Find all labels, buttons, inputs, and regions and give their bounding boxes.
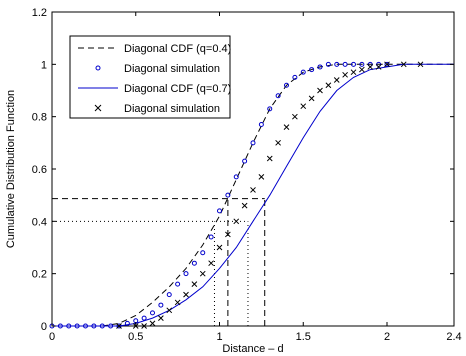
series-point-circle	[191, 260, 197, 266]
legend: Diagonal CDF (q=0.4) Diagonal simulation…	[69, 35, 231, 119]
legend-label-sim-circle: Diagonal simulation	[124, 63, 220, 75]
series-point-x	[283, 124, 290, 130]
x-tick-label: 1.5	[296, 331, 311, 343]
x-tick-label: 2.4	[446, 331, 461, 343]
series-point-x	[183, 291, 189, 298]
series-point-x	[216, 244, 223, 251]
x-axis-label: Distance – d	[222, 343, 283, 355]
series-point-circle	[217, 208, 222, 214]
series-point-x	[116, 323, 122, 329]
series-point-x	[141, 323, 147, 329]
series-point-x	[174, 299, 181, 306]
x-axis-ticks: 0 0.5 1 1.5 2 2.4	[49, 12, 462, 343]
series-point-circle	[342, 61, 348, 67]
series-point-circle	[275, 93, 281, 99]
series-point-circle	[175, 281, 181, 287]
series-point-circle	[334, 61, 340, 67]
y-tick-label: 0.6	[32, 164, 47, 176]
series-point-circle	[225, 192, 231, 198]
series-point-x	[342, 71, 348, 78]
series-point-circle	[351, 61, 356, 67]
y-tick-label: 0.2	[32, 269, 47, 281]
y-tick-label: 0	[41, 321, 47, 333]
y-tick-label: 1.2	[32, 7, 47, 19]
series-point-circle	[292, 74, 298, 80]
series-point-x	[233, 218, 240, 225]
series-point-x	[258, 173, 265, 180]
series-point-x	[417, 61, 424, 68]
series-point-x	[325, 82, 332, 89]
series-point-circle	[200, 250, 206, 256]
series-point-circle	[267, 106, 273, 112]
series-point-circle	[124, 320, 130, 326]
series-point-x	[158, 315, 164, 322]
series-point-circle	[150, 310, 155, 316]
series-point-x	[350, 69, 357, 76]
series-point-circle	[384, 61, 390, 67]
series-point-circle	[309, 67, 315, 73]
x-tick-label: 0	[49, 331, 55, 343]
series-point-x	[367, 64, 374, 70]
series-point-x	[275, 139, 281, 146]
series-point-x	[191, 281, 198, 287]
series-point-circle	[325, 61, 331, 67]
x-tick-label: 1	[216, 331, 222, 343]
series-point-x	[166, 307, 173, 314]
legend-label-q04: Diagonal CDF (q=0.4)	[124, 43, 231, 55]
legend-label-sim-x: Diagonal simulation	[124, 103, 220, 115]
series-point-x	[308, 95, 315, 102]
series-point-x	[384, 61, 390, 68]
series-point-circle	[183, 271, 189, 277]
series-point-circle	[208, 234, 214, 240]
series-line-2	[52, 63, 454, 327]
series-point-x	[225, 231, 231, 238]
y-tick-label: 0.4	[32, 216, 47, 228]
series-point-circle	[359, 61, 365, 67]
series-point-x	[266, 155, 273, 162]
series-point-circle	[284, 82, 289, 88]
series-point-x	[317, 87, 323, 94]
series-point-x	[333, 77, 340, 83]
series-point-x	[250, 187, 256, 193]
x-tick-label: 0.5	[128, 331, 143, 343]
series-point-circle	[166, 292, 172, 298]
series-layer	[49, 61, 454, 329]
y-tick-label: 1	[41, 59, 47, 71]
series-point-circle	[233, 174, 239, 180]
series-point-circle	[141, 315, 147, 321]
series-point-x	[359, 66, 365, 73]
series-point-circle	[242, 158, 248, 164]
legend-label-q07: Diagonal CDF (q=0.7)	[124, 83, 231, 95]
series-point-circle	[300, 69, 306, 75]
y-axis-ticks: 0 0.2 0.4 0.6 0.8 1 1.2	[32, 7, 454, 333]
series-point-circle	[158, 302, 164, 308]
series-point-x	[292, 113, 298, 120]
x-tick-label: 2	[384, 331, 390, 343]
series-point-x	[199, 270, 206, 277]
series-point-x	[375, 64, 382, 70]
y-axis-label: Cumulative Distribution Function	[5, 90, 17, 248]
series-line-0	[52, 63, 454, 327]
series-point-x	[149, 320, 156, 327]
series-point-circle	[250, 140, 256, 146]
y-tick-label: 0.8	[32, 112, 47, 124]
legend-box	[69, 35, 231, 119]
series-point-circle	[258, 122, 264, 128]
series-point-x	[208, 260, 214, 267]
series-point-x	[400, 61, 407, 68]
legend-swatch-sim-x	[94, 104, 102, 112]
legend-swatch-sim-circle	[95, 65, 101, 71]
series-point-circle	[317, 64, 323, 70]
series-point-x	[300, 103, 307, 110]
series-point-x	[241, 202, 248, 209]
